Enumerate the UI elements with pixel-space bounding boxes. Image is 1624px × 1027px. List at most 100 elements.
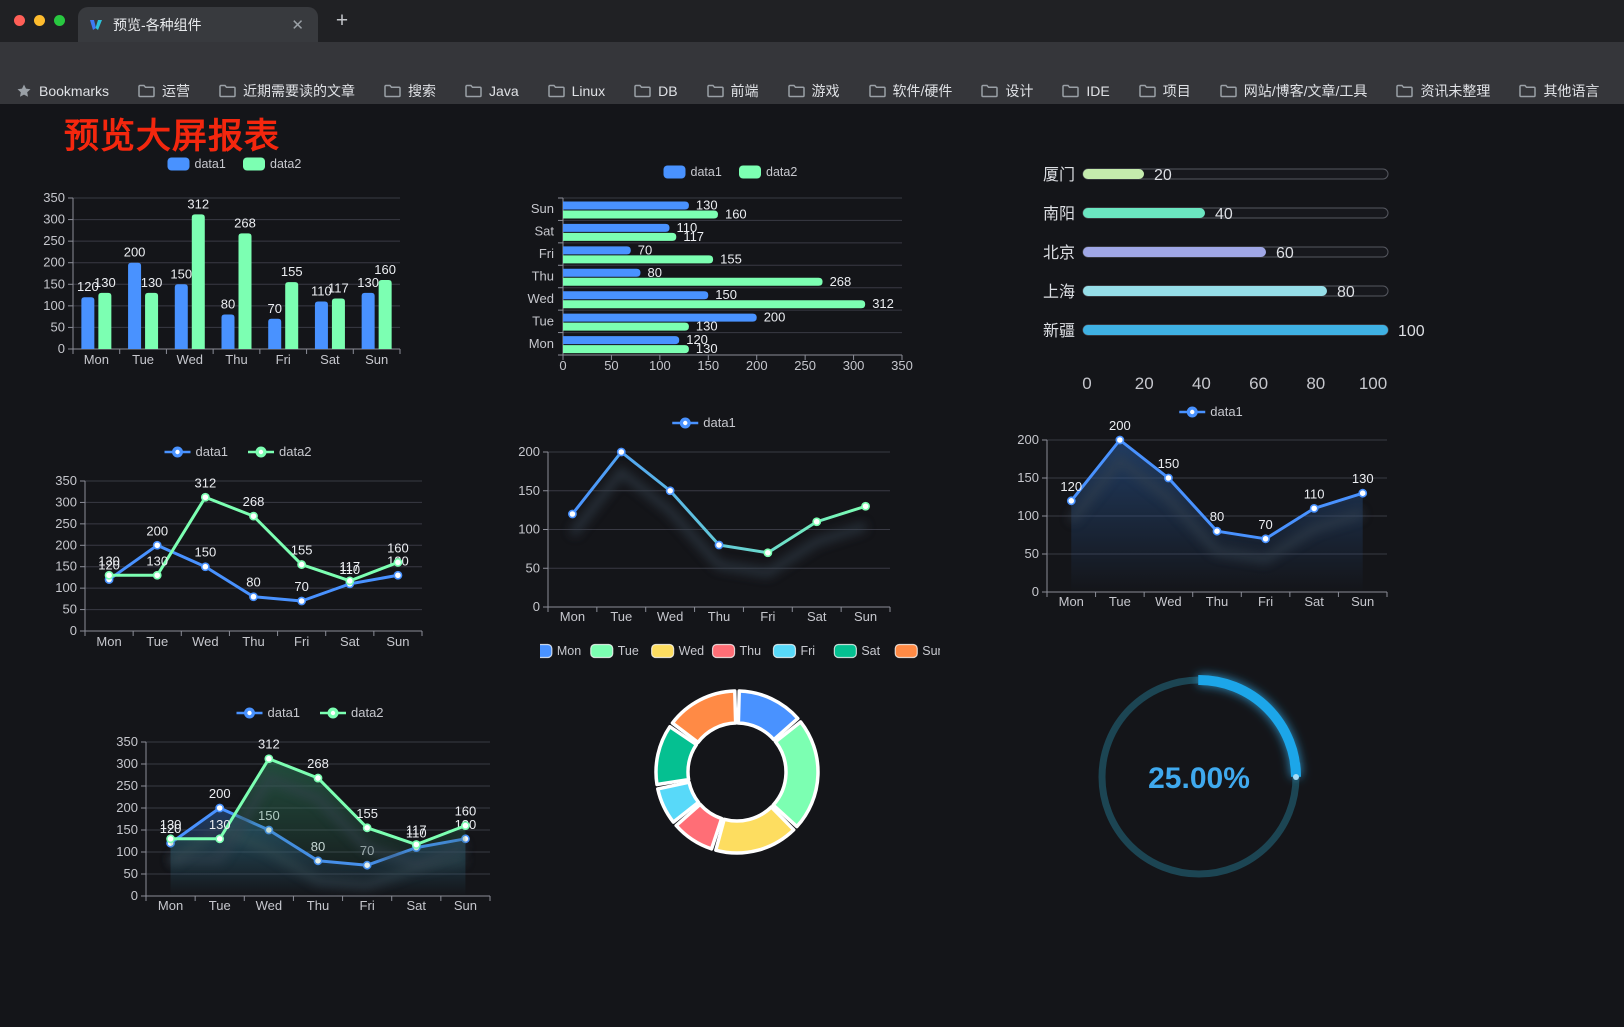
bookmark-folder[interactable]: 软件/硬件 bbox=[868, 81, 952, 101]
svg-text:Tue: Tue bbox=[618, 644, 639, 658]
bookmark-folder[interactable]: IDE bbox=[1062, 83, 1110, 99]
bookmark-folder[interactable]: 近期需要读的文章 bbox=[219, 81, 355, 101]
svg-text:100: 100 bbox=[518, 522, 540, 537]
svg-text:Sat: Sat bbox=[534, 224, 554, 239]
svg-text:100: 100 bbox=[1017, 508, 1039, 523]
svg-text:Sun: Sun bbox=[386, 634, 409, 649]
svg-text:200: 200 bbox=[518, 444, 540, 459]
bookmark-folder[interactable]: Java bbox=[465, 83, 519, 99]
bookmark-folder[interactable]: 前端 bbox=[706, 81, 759, 101]
svg-text:Tue: Tue bbox=[209, 898, 231, 913]
chart-line-gradient: 0 50 100 150 200 Mon Tue Wed Thu Fri Sat Sun data1 bbox=[495, 400, 920, 628]
svg-text:data1: data1 bbox=[1210, 404, 1243, 419]
chart-progress-bars: 厦门 20 南阳 40 北京 60 上海 80 新疆 100 0 20 40 60 80 100 bbox=[985, 150, 1455, 395]
window-minimize-button[interactable] bbox=[34, 15, 45, 26]
svg-text:110: 110 bbox=[1304, 486, 1325, 501]
bookmarks-label: Bookmarks bbox=[39, 83, 110, 99]
svg-text:Wed: Wed bbox=[256, 898, 283, 913]
bookmarks-manager[interactable]: Bookmarks bbox=[16, 83, 109, 99]
svg-text:200: 200 bbox=[55, 537, 77, 552]
bookmark-label: 设计 bbox=[1005, 83, 1034, 99]
svg-text:160: 160 bbox=[455, 804, 477, 819]
svg-text:250: 250 bbox=[794, 358, 816, 373]
bookmark-folder[interactable]: 资讯未整理 bbox=[1396, 81, 1490, 101]
svg-text:Thu: Thu bbox=[225, 352, 247, 367]
folder-icon bbox=[138, 84, 155, 98]
svg-text:268: 268 bbox=[234, 215, 256, 230]
svg-text:Tue: Tue bbox=[610, 609, 632, 624]
tab-close-icon[interactable]: ✕ bbox=[291, 16, 304, 34]
window-zoom-button[interactable] bbox=[54, 15, 65, 26]
svg-text:Mon: Mon bbox=[529, 336, 554, 351]
svg-text:130: 130 bbox=[1352, 471, 1374, 486]
svg-text:Sun: Sun bbox=[922, 644, 940, 658]
svg-text:Fri: Fri bbox=[1258, 594, 1273, 609]
bookmark-folder[interactable]: 其他语言 bbox=[1519, 81, 1599, 101]
folder-icon bbox=[219, 84, 236, 98]
bookmark-folder[interactable]: 设计 bbox=[981, 81, 1033, 101]
bookmark-folder[interactable]: DB bbox=[634, 83, 678, 99]
svg-text:350: 350 bbox=[55, 473, 77, 488]
svg-text:150: 150 bbox=[43, 276, 65, 291]
svg-text:Sat: Sat bbox=[340, 634, 360, 649]
svg-text:350: 350 bbox=[891, 358, 913, 373]
bookmark-folder[interactable]: 搜索 bbox=[384, 81, 436, 101]
line-area-double-svg: 0 50 100 150 200 250 300 350 Mon Tue Wed Thu Fri Sat S… bbox=[116, 705, 491, 913]
svg-text:0: 0 bbox=[559, 358, 566, 373]
browser-tab[interactable]: 预览-各种组件 ✕ bbox=[78, 7, 318, 42]
star-icon bbox=[17, 84, 31, 97]
bookmark-label: 项目 bbox=[1162, 83, 1191, 99]
bookmark-label: 前端 bbox=[730, 83, 759, 99]
svg-text:150: 150 bbox=[116, 822, 138, 837]
svg-text:150: 150 bbox=[170, 266, 192, 281]
svg-text:data1: data1 bbox=[691, 165, 722, 179]
tab-strip: 预览-各种组件 ✕ + bbox=[0, 0, 1624, 42]
svg-text:Wed: Wed bbox=[528, 291, 555, 306]
svg-text:150: 150 bbox=[1158, 456, 1180, 471]
svg-text:Thu: Thu bbox=[242, 634, 264, 649]
svg-text:120: 120 bbox=[77, 279, 99, 294]
svg-text:117: 117 bbox=[683, 229, 704, 244]
svg-text:268: 268 bbox=[307, 756, 329, 771]
bookmark-label: 运营 bbox=[162, 83, 191, 99]
svg-text:200: 200 bbox=[764, 310, 786, 325]
svg-text:Fri: Fri bbox=[539, 246, 554, 261]
line-basic-svg: 0 50 100 150 200 250 300 350 Mon Tue Wed Thu Fri Sat S… bbox=[55, 444, 423, 649]
bookmark-label: 资讯未整理 bbox=[1420, 83, 1491, 99]
svg-text:50: 50 bbox=[124, 866, 138, 881]
svg-text:130: 130 bbox=[141, 275, 163, 290]
svg-text:268: 268 bbox=[243, 494, 265, 509]
svg-text:130: 130 bbox=[696, 319, 718, 334]
svg-text:Thu: Thu bbox=[708, 609, 730, 624]
svg-text:data1: data1 bbox=[703, 415, 736, 430]
bookmark-folder[interactable]: 网站/博客/文章/工具 bbox=[1220, 81, 1367, 101]
browser-toolbar: 127.0.0.1:3000/#/chart/preview/9 9 ✳ bbox=[0, 42, 1624, 116]
bookmark-folder[interactable]: Linux bbox=[547, 83, 605, 99]
svg-text:20: 20 bbox=[1135, 374, 1154, 393]
svg-text:155: 155 bbox=[356, 806, 378, 821]
chart-gauge: 25.00% bbox=[1060, 640, 1340, 920]
new-tab-button[interactable]: + bbox=[335, 9, 349, 32]
svg-text:Thu: Thu bbox=[740, 644, 762, 658]
svg-text:155: 155 bbox=[281, 264, 303, 279]
chart-bar-grouped: 0 50 100 150 200 250 300 350 Mon Tue Wed Thu Fri Sat S… bbox=[40, 148, 470, 384]
svg-text:150: 150 bbox=[715, 287, 737, 302]
svg-text:70: 70 bbox=[638, 242, 652, 257]
svg-text:100: 100 bbox=[116, 844, 138, 859]
svg-text:200: 200 bbox=[116, 800, 138, 815]
bookmark-folder[interactable]: 游戏 bbox=[787, 81, 840, 101]
svg-text:Wed: Wed bbox=[177, 352, 204, 367]
bookmark-folder[interactable]: 运营 bbox=[138, 81, 190, 101]
svg-text:Sat: Sat bbox=[1304, 594, 1324, 609]
svg-text:上海: 上海 bbox=[1043, 283, 1075, 301]
svg-text:Fri: Fri bbox=[294, 634, 309, 649]
svg-text:南阳: 南阳 bbox=[1043, 205, 1075, 223]
window-close-button[interactable] bbox=[14, 15, 25, 26]
bar-horizontal-svg: Mon Tue Wed Thu Fri Sat Sun 0 50 100 150 200 250 300 3… bbox=[528, 165, 913, 373]
bookmark-folder[interactable]: 项目 bbox=[1139, 81, 1191, 101]
svg-text:312: 312 bbox=[187, 196, 209, 211]
svg-text:100: 100 bbox=[55, 580, 77, 595]
svg-text:160: 160 bbox=[725, 207, 747, 222]
svg-text:160: 160 bbox=[374, 262, 396, 277]
progress-list-svg: 厦门 20 南阳 40 北京 60 上海 80 新疆 100 0 20 40 60 80 100 bbox=[1043, 166, 1425, 393]
